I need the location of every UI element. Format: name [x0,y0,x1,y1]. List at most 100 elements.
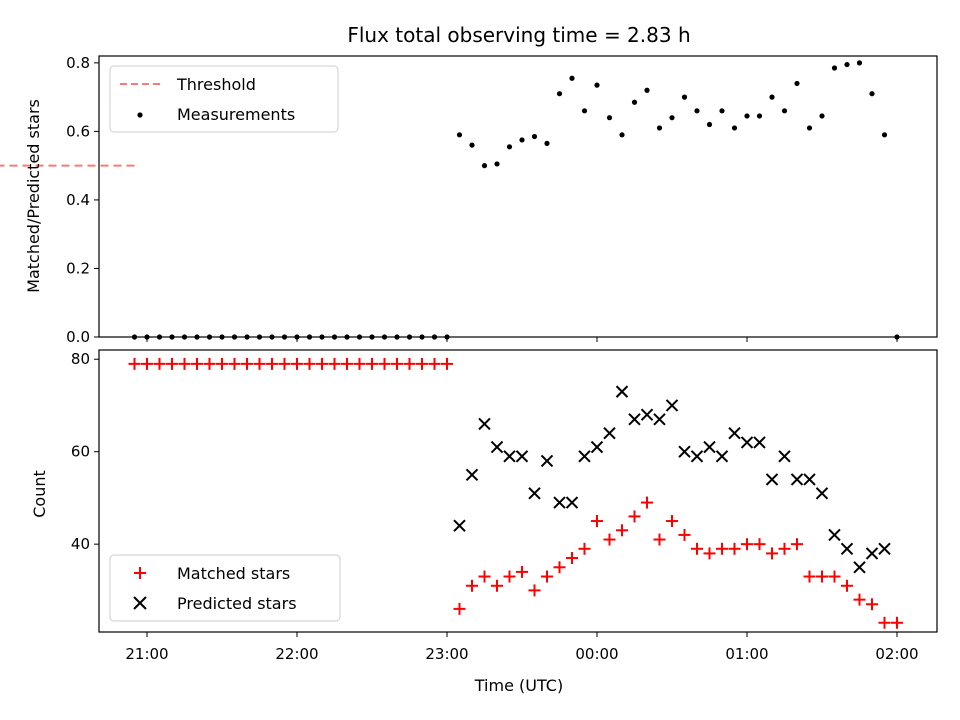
top-y-tick-label: 0.8 [66,54,90,72]
predicted-star-point [515,450,529,463]
matched-star-point [328,357,341,370]
x-tick-label: 00:00 [575,645,618,663]
measurement-point [556,91,563,97]
matched-star-point [228,357,241,370]
matched-star-point [516,565,528,578]
predicted-star-point [778,450,791,463]
matched-star-point [828,570,841,583]
legend-matched-swatch [134,567,146,579]
predicted-star-point [690,450,704,463]
predicted-star-point [603,427,616,440]
measurement-point [881,132,888,138]
matched-star-point [466,579,478,592]
matched-star-point [353,357,366,370]
matched-star-point [278,357,291,370]
matched-star-point [128,357,141,370]
matched-star-point [541,570,553,583]
predicted-star-point [628,413,641,426]
matched-star-point [666,515,678,528]
measurement-point [719,108,725,114]
measurement-point [669,115,675,121]
matched-star-point [891,616,903,629]
top-y-tick-label: 0.0 [66,328,90,346]
predicted-star-point [678,445,691,458]
x-tick-label: 23:00 [425,645,468,663]
matched-star-point [866,598,878,611]
measurement-point [794,80,800,87]
matched-star-point [766,547,778,560]
matched-star-point [603,533,616,546]
measurement-points [131,60,900,340]
measurement-point [606,115,613,121]
measurement-point [569,75,575,81]
chart-title: Flux total observing time = 2.83 h [347,23,690,47]
predicted-star-point [615,385,629,398]
measurement-point [781,108,788,114]
measurement-point [519,137,525,143]
measurement-point [481,163,488,169]
matched-star-point [628,510,641,523]
matched-star-point [191,357,203,370]
measurement-point [694,108,700,114]
measurement-point [619,132,625,138]
predicted-star-point [728,427,741,440]
measurement-point [681,94,688,100]
top-legend: Threshold Measurements [109,65,339,133]
measurement-point [494,161,500,167]
predicted-star-point [553,496,566,509]
bottom-legend-box [109,554,341,622]
predicted-star-point [453,519,466,532]
predicted-star-point [878,542,891,555]
matched-star-point [691,542,703,555]
matched-star-point [641,496,653,509]
measurement-point [856,60,863,66]
top-y-tick-label: 0.2 [66,259,90,277]
matched-star-point [341,357,353,370]
measurement-point [544,140,550,146]
matched-star-point [803,570,816,583]
matched-star-point [578,542,591,555]
matched-star-point [266,357,278,370]
x-axis-label: Time (UTC) [474,676,563,695]
measurement-point [819,113,825,119]
predicted-star-point [490,440,504,454]
predicted-star-point [865,547,879,560]
matched-star-point [728,542,741,555]
predicted-star-point [840,542,854,555]
measurement-point [456,132,463,138]
bottom-x-ticks: 21:00 22:00 23:00 00:00 01:00 02:00 [125,632,919,663]
matched-star-point [878,616,891,629]
predicted-star-point [828,528,841,542]
matched-star-point [403,357,416,370]
measurement-point [506,144,513,150]
predicted-star-point [590,440,604,454]
matched-star-point [366,357,378,370]
matched-star-point [378,357,391,370]
matched-star-point [566,552,578,565]
matched-star-point [816,570,828,583]
predicted-star-point [790,473,804,486]
matched-star-point [391,357,403,370]
matched-star-point [203,357,216,370]
legend-measurements-label: Measurements [177,105,295,124]
predicted-star-point [503,450,516,463]
legend-threshold-label: Threshold [176,75,256,94]
measurement-point [631,99,638,105]
matched-star-point [453,602,466,615]
measurement-point [706,121,713,128]
predicted-star-point [565,496,579,509]
matched-star-point [678,528,691,541]
matched-star-point [178,357,191,370]
top-legend-box [109,65,339,133]
x-tick-label: 22:00 [275,645,318,663]
matched-star-points [128,357,903,629]
matched-star-point [703,547,716,560]
matched-star-point [716,542,728,555]
matched-star-point [216,357,228,370]
matched-star-point [741,538,753,551]
matched-star-point [841,579,853,592]
measurement-point [769,94,775,100]
measurement-point [844,61,850,68]
matched-star-point [553,561,566,574]
